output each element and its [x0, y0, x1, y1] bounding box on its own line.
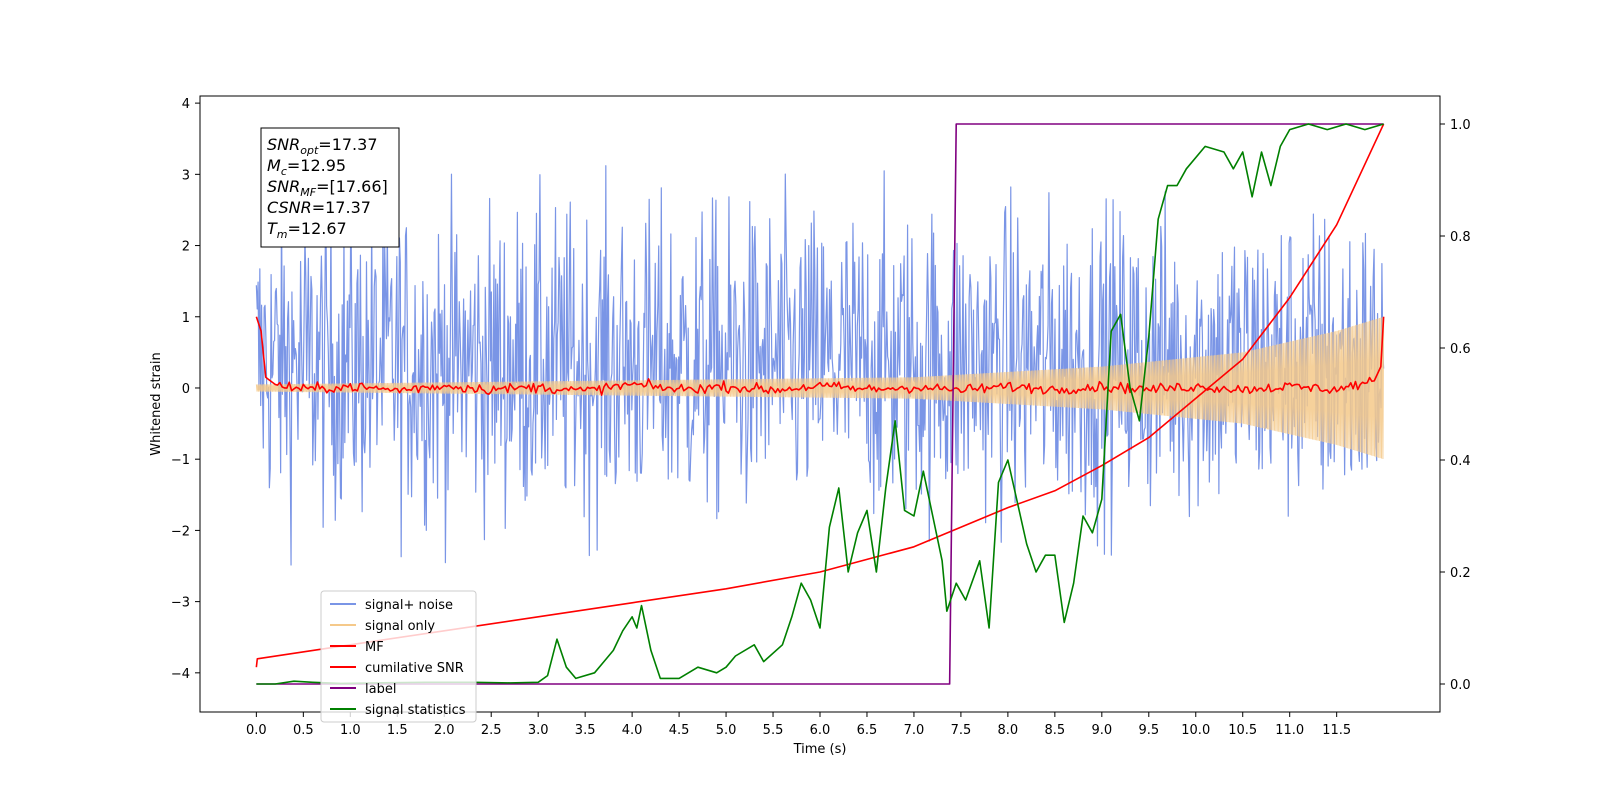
x-tick-label: 1.0 — [340, 723, 361, 738]
series-mf-line — [255, 316, 1385, 396]
info-box: SNRopt=17.37Mc=12.95SNRMF=[17.66]CSNR=17… — [260, 127, 400, 248]
info-line: Mc=12.95 — [267, 156, 346, 178]
y-tick-label: 3 — [182, 168, 190, 183]
y-tick-label: −4 — [171, 667, 190, 682]
x-tick-label: 4.0 — [622, 723, 643, 738]
info-line: SNRopt=17.37 — [267, 135, 378, 157]
y-tick-label: 4 — [182, 97, 190, 112]
info-value: =12.67 — [288, 219, 347, 238]
info-value: =17.37 — [318, 135, 377, 154]
x-tick-label: 10.0 — [1181, 723, 1210, 738]
x-tick-label: 6.0 — [810, 723, 831, 738]
legend-label: signal only — [365, 619, 435, 634]
x-tick-label: 1.5 — [387, 723, 408, 738]
legend-label: cumilative SNR — [365, 661, 464, 676]
x-tick-label: 8.5 — [1045, 723, 1066, 738]
x-tick-label: 8.0 — [998, 723, 1019, 738]
series-signal-statistics-line — [256, 123, 1384, 685]
x-tick-label: 7.5 — [951, 723, 972, 738]
x-tick-label: 11.0 — [1275, 723, 1304, 738]
series-label-line — [256, 123, 1384, 685]
legend-label: MF — [365, 640, 384, 655]
y-tick-label: −2 — [171, 524, 190, 539]
info-line: SNRMF=[17.66] — [267, 177, 388, 199]
y2-tick-label: 0.8 — [1450, 230, 1471, 245]
info-subscript: m — [277, 228, 288, 241]
x-tick-label: 9.0 — [1091, 723, 1112, 738]
info-subscript: MF — [300, 186, 316, 199]
x-tick-label: 2.0 — [434, 723, 455, 738]
info-symbol: M — [267, 156, 281, 175]
y-tick-label: 0 — [182, 382, 190, 397]
x-tick-label: 5.5 — [763, 723, 784, 738]
x-tick-label: 11.5 — [1322, 723, 1351, 738]
x-tick-label: 6.5 — [857, 723, 878, 738]
y2-tick-label: 0.6 — [1450, 342, 1471, 357]
y2-tick-label: 0.0 — [1450, 678, 1471, 693]
x-tick-label: 7.0 — [904, 723, 925, 738]
legend-label: signal statistics — [365, 703, 466, 718]
x-tick-label: 5.0 — [716, 723, 737, 738]
y-tick-label: −3 — [171, 596, 190, 611]
y2-tick-label: 0.4 — [1450, 454, 1471, 469]
info-value: =17.37 — [312, 198, 371, 217]
info-subscript: c — [281, 165, 287, 178]
x-tick-label: 10.5 — [1228, 723, 1257, 738]
info-symbol: SNR — [267, 177, 300, 196]
info-line: CSNR=17.37 — [267, 198, 371, 217]
y-tick-label: 2 — [182, 240, 190, 255]
x-tick-label: 2.5 — [481, 723, 502, 738]
x-axis-label: Time (s) — [793, 742, 847, 757]
x-tick-label: 3.0 — [528, 723, 549, 738]
y2-tick-label: 0.2 — [1450, 566, 1471, 581]
info-value: =12.95 — [287, 156, 346, 175]
y-tick-label: −1 — [171, 453, 190, 468]
info-subscript: opt — [300, 144, 319, 157]
legend: signal+ noise signal only MF cumilative SNR… — [320, 590, 477, 723]
legend-frame — [320, 590, 477, 723]
x-tick-label: 0.5 — [293, 723, 314, 738]
info-symbol: SNR — [267, 135, 300, 154]
y2-tick-label: 1.0 — [1450, 118, 1471, 133]
info-symbol: CSNR — [267, 198, 312, 217]
x-tick-label: 4.5 — [669, 723, 690, 738]
info-symbol: T — [267, 219, 278, 238]
x-tick-label: 9.5 — [1138, 723, 1159, 738]
x-tick-label: 3.5 — [575, 723, 596, 738]
y-axis-label: Whitened strain — [149, 352, 164, 455]
info-box-frame — [260, 127, 400, 248]
x-tick-label: 0.0 — [246, 723, 267, 738]
legend-label: signal+ noise — [365, 598, 453, 613]
info-value: =[17.66] — [316, 177, 388, 196]
y-tick-label: 1 — [182, 311, 190, 326]
legend-label: label — [365, 682, 396, 697]
axes-layer: 0.0 0.5 1.0 1.5 2.0 2.5 3.0 3.5 4.0 4.5 5.0 5.5 6.0 6… — [171, 97, 1471, 738]
info-line: Tm=12.67 — [267, 219, 347, 241]
